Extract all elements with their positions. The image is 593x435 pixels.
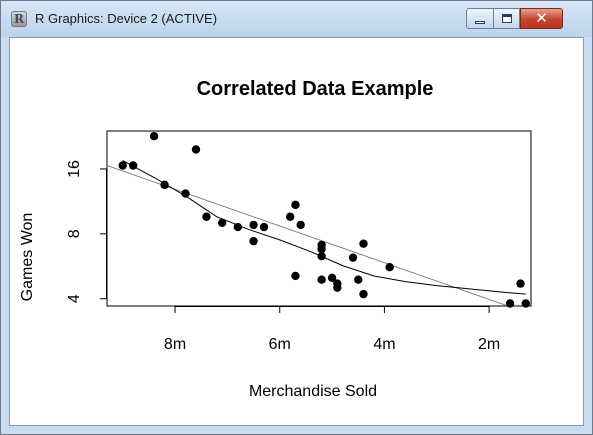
data-point [505,299,515,308]
data-point [160,180,169,190]
window-title: R Graphics: Device 2 (ACTIVE) [35,11,218,26]
data-point [128,161,138,170]
x-tick-label: 2m [478,336,500,353]
data-point [296,220,305,230]
data-point [286,212,295,221]
scatter-chart: Correlated Data Example Merchandise Sold… [19,78,532,400]
close-icon: ✕ [535,9,548,27]
minimize-button[interactable] [466,8,494,29]
data-point [359,239,368,248]
plot-area-canvas: Correlated Data Example Merchandise Sold… [9,37,584,426]
y-axis: 4 8 16 [66,160,107,303]
data-point [317,251,326,261]
data-point [317,275,326,284]
fit-lines [107,160,526,306]
data-point [333,283,342,292]
data-point [249,220,258,230]
y-axis-label: Games Won [19,213,36,302]
x-tick-label: 8m [164,336,186,353]
data-point [233,222,243,232]
minimize-icon [475,21,485,24]
close-button[interactable]: ✕ [520,8,563,29]
data-point [118,161,127,170]
smooth-line [122,160,526,295]
data-point [516,279,525,288]
x-axis: 8m 6m 4m 2m [164,306,500,353]
data-point [354,275,363,284]
data-point [317,240,326,250]
x-tick-label: 4m [373,336,395,353]
data-point [385,263,394,272]
title-bar[interactable]: R R Graphics: Device 2 (ACTIVE) ✕ [1,1,592,37]
data-point [327,273,337,283]
data-point [348,253,358,262]
x-tick-label: 6m [269,336,291,353]
y-tick-label: 4 [66,294,83,303]
data-point [181,189,190,198]
maximize-icon [502,14,512,23]
y-tick-label: 16 [66,160,83,178]
data-points [118,132,530,308]
data-point [291,271,300,281]
y-tick-label: 8 [66,229,83,238]
data-point [191,145,201,154]
data-point [359,289,368,299]
data-point [521,299,530,308]
maximize-button[interactable] [493,8,520,29]
data-point [259,222,269,232]
data-point [202,212,211,221]
x-axis-label: Merchandise Sold [249,383,377,400]
chart-title: Correlated Data Example [197,78,434,100]
data-point [291,200,300,210]
data-point [217,218,227,228]
data-point [249,236,258,246]
data-point [149,132,159,141]
r-logo-icon: R [11,11,27,27]
